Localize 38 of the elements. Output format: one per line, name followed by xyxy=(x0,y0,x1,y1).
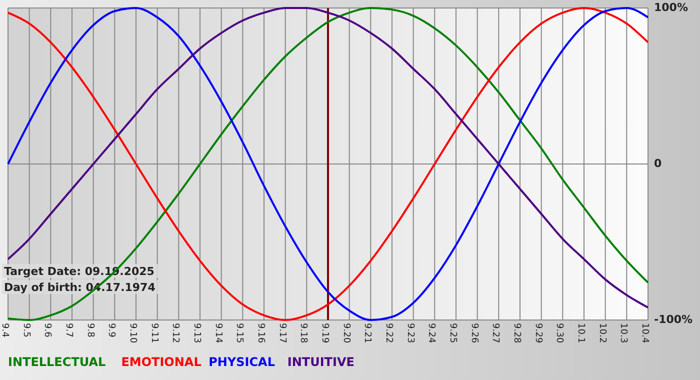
text: INTUITIVE xyxy=(287,355,354,369)
x-tick-label: 9.8 xyxy=(84,323,95,338)
y-tick-label: 100% xyxy=(654,1,688,14)
x-tick-label: 9.15 xyxy=(234,323,244,344)
x-tick-label: 9.13 xyxy=(192,323,202,344)
x-tick-label: 10.3 xyxy=(618,323,628,344)
x-tick-label: 9.18 xyxy=(298,323,308,344)
text: INTELLECTUAL xyxy=(8,355,106,369)
x-tick-label: 9.25 xyxy=(448,323,458,344)
x-tick-label: 9.9 xyxy=(106,323,116,338)
x-tick-label: 9.14 xyxy=(212,323,223,344)
x-tick-label: 9.21 xyxy=(362,323,372,344)
text: PHYSICAL xyxy=(208,355,276,369)
x-tick-label: 9.23 xyxy=(404,323,415,344)
x-tick-label: 9.16 xyxy=(256,323,266,344)
x-tick-label: 9.5 xyxy=(20,323,31,338)
x-tick-label: 9.4 xyxy=(0,323,10,338)
x-tick-label: 9.17 xyxy=(276,323,287,344)
x-tick-label: 9.12 xyxy=(170,323,180,344)
x-tick-label: 10.2 xyxy=(596,323,607,344)
x-tick-label: 9.7 xyxy=(64,323,74,338)
x-tick-label: 9.22 xyxy=(384,323,394,344)
x-tick-label: 9.19 xyxy=(320,323,330,344)
x-tick-label: 10.1 xyxy=(576,323,586,344)
x-tick-label: 9.26 xyxy=(468,323,479,344)
x-tick-label: 9.27 xyxy=(490,323,500,344)
x-tick-label: 9.29 xyxy=(532,323,543,344)
x-tick-label: 9.24 xyxy=(426,323,436,344)
x-tick-label: 9.20 xyxy=(340,323,351,344)
x-tick-label: 9.28 xyxy=(512,323,522,344)
y-tick-label: 0 xyxy=(654,157,662,170)
x-tick-label: 10.4 xyxy=(640,323,650,344)
x-tick-label: 9.30 xyxy=(554,323,564,344)
x-tick-label: 9.10 xyxy=(128,323,138,344)
text: EMOTIONAL xyxy=(121,355,202,369)
x-tick-label: 9.6 xyxy=(42,323,52,338)
y-tick-label: -100% xyxy=(654,313,693,326)
x-tick-label: 9.11 xyxy=(148,323,159,344)
